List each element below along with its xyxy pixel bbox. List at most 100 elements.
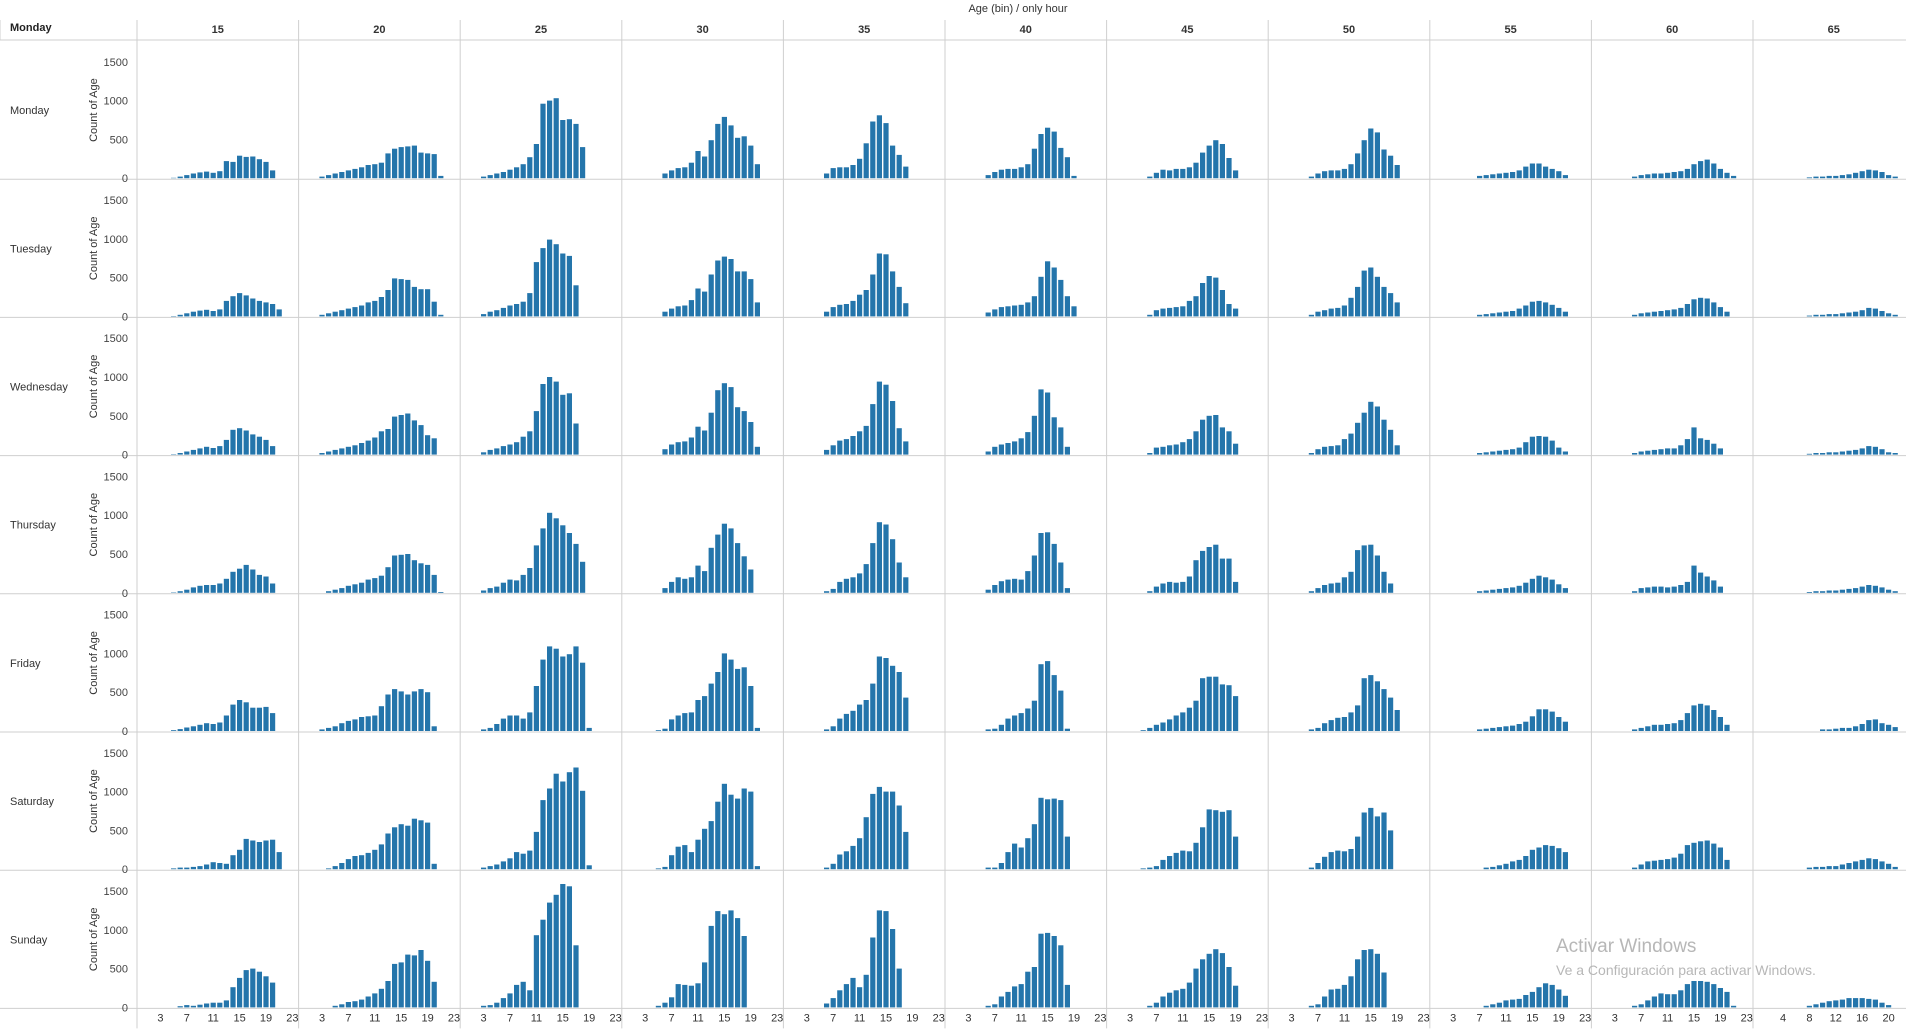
bar — [1645, 312, 1651, 317]
bar — [883, 658, 889, 731]
bar — [876, 115, 882, 179]
bar — [850, 845, 856, 870]
bar — [890, 271, 896, 317]
x-tick-label: 7 — [345, 1012, 351, 1024]
bar — [425, 960, 431, 1008]
bar — [1820, 591, 1826, 593]
bar — [1200, 152, 1206, 179]
bar — [197, 448, 203, 455]
bar — [1018, 984, 1024, 1008]
bar — [1684, 168, 1690, 179]
bar — [998, 996, 1004, 1008]
bar — [1005, 443, 1011, 455]
bar — [1025, 164, 1031, 179]
bar — [1853, 998, 1859, 1008]
x-tick-label: 20 — [1882, 1012, 1894, 1024]
bar — [1233, 985, 1239, 1008]
bar — [1213, 676, 1219, 731]
bar — [721, 116, 727, 179]
bar — [514, 984, 520, 1008]
bar — [1820, 176, 1826, 179]
bar — [1853, 588, 1859, 593]
bar — [1724, 991, 1730, 1008]
bar — [197, 172, 203, 179]
bar — [352, 584, 358, 593]
bar — [326, 727, 332, 731]
bar — [1213, 140, 1219, 179]
bar — [411, 955, 417, 1008]
bar — [1846, 727, 1852, 731]
bar — [573, 543, 579, 593]
bar — [1490, 174, 1496, 179]
bar — [547, 239, 553, 317]
bar — [1348, 849, 1354, 870]
y-tick-label: 500 — [110, 273, 128, 285]
bar — [682, 984, 688, 1008]
bar — [520, 853, 526, 870]
bar — [1496, 1002, 1502, 1008]
bar — [1213, 544, 1219, 593]
bar — [1529, 163, 1535, 179]
bar — [256, 842, 262, 870]
x-tick-label: 19 — [1553, 1012, 1565, 1024]
bar — [1886, 313, 1892, 317]
bar — [1045, 532, 1051, 593]
bar — [896, 672, 902, 731]
x-tick-label: 19 — [1391, 1012, 1403, 1024]
bar — [728, 528, 734, 593]
bar — [1562, 175, 1568, 179]
bar — [514, 715, 520, 731]
bar — [1872, 719, 1878, 731]
bar — [1167, 992, 1173, 1008]
bar — [223, 300, 229, 317]
bar — [1833, 590, 1839, 593]
bar — [1219, 144, 1225, 179]
bar — [830, 588, 836, 593]
bar — [586, 865, 592, 870]
bar — [1322, 723, 1328, 731]
bar — [863, 817, 869, 870]
y-tick-label: 1000 — [104, 234, 128, 246]
bar — [1839, 175, 1845, 179]
bar — [494, 1002, 500, 1008]
bar — [1308, 314, 1314, 317]
bar — [1658, 173, 1664, 179]
bar — [896, 428, 902, 455]
x-tick-label: 23 — [1741, 1012, 1753, 1024]
bar — [1355, 286, 1361, 317]
bar — [405, 146, 411, 179]
bar — [223, 715, 229, 731]
bar — [1147, 591, 1153, 593]
bar — [326, 313, 332, 317]
x-tick-label: 11 — [1177, 1012, 1188, 1024]
bar — [171, 730, 177, 731]
bar — [1160, 583, 1166, 593]
bar — [1147, 727, 1153, 731]
bar — [669, 444, 675, 455]
bar — [1483, 1005, 1489, 1008]
bar — [1892, 866, 1898, 870]
bar — [1658, 586, 1664, 593]
bar — [1806, 453, 1812, 455]
bar — [345, 859, 351, 870]
x-tick-label: 23 — [448, 1012, 460, 1024]
bar — [1206, 415, 1212, 455]
bar — [1549, 579, 1555, 593]
bar — [507, 993, 513, 1008]
x-tick-label: 15 — [1526, 1012, 1538, 1024]
bar — [1846, 588, 1852, 593]
bar — [243, 156, 249, 179]
bar — [655, 868, 661, 870]
bar — [1226, 685, 1232, 731]
bar — [1523, 856, 1529, 870]
bar — [1226, 158, 1232, 179]
age-bin-header: 25 — [535, 24, 547, 36]
bar — [418, 820, 424, 870]
y-tick-label: 500 — [110, 411, 128, 423]
bar — [1193, 842, 1199, 870]
bar — [1638, 451, 1644, 455]
bar — [675, 984, 681, 1008]
bar — [1368, 675, 1374, 731]
bar — [256, 707, 262, 731]
